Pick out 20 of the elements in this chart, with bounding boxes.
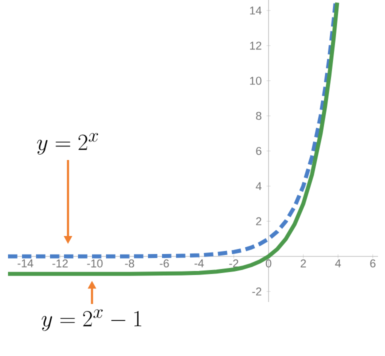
- annotation: $y = 2^{x}$: [37, 133, 98, 155]
- x-tick-label: -14: [18, 259, 34, 268]
- x-tick-label: -10: [87, 259, 103, 268]
- x-tick-label: -8: [125, 259, 134, 268]
- text: $y = 2^{x} - 1$: [42, 309, 142, 331]
- y-tick-label: 12: [250, 42, 262, 50]
- x-tick-label: 6: [370, 259, 376, 268]
- y-tick-label: 6: [256, 146, 262, 155]
- x-tick-label: -4: [194, 259, 204, 268]
- x-tick-label: 4: [335, 259, 341, 268]
- x-tick-label: 2: [300, 259, 306, 268]
- y-tick-label: 4: [256, 182, 262, 190]
- y-tick-label: 2: [256, 217, 262, 226]
- y-tick-label: 14: [250, 6, 262, 14]
- x-tick-label: 0: [266, 259, 272, 268]
- y-tick-label: 10: [250, 76, 262, 85]
- x-tick-label: -12: [52, 259, 68, 268]
- y-tick-label: 8: [256, 112, 262, 120]
- y-tick-label: -2: [252, 288, 262, 296]
- x-tick-label: -6: [160, 259, 169, 268]
